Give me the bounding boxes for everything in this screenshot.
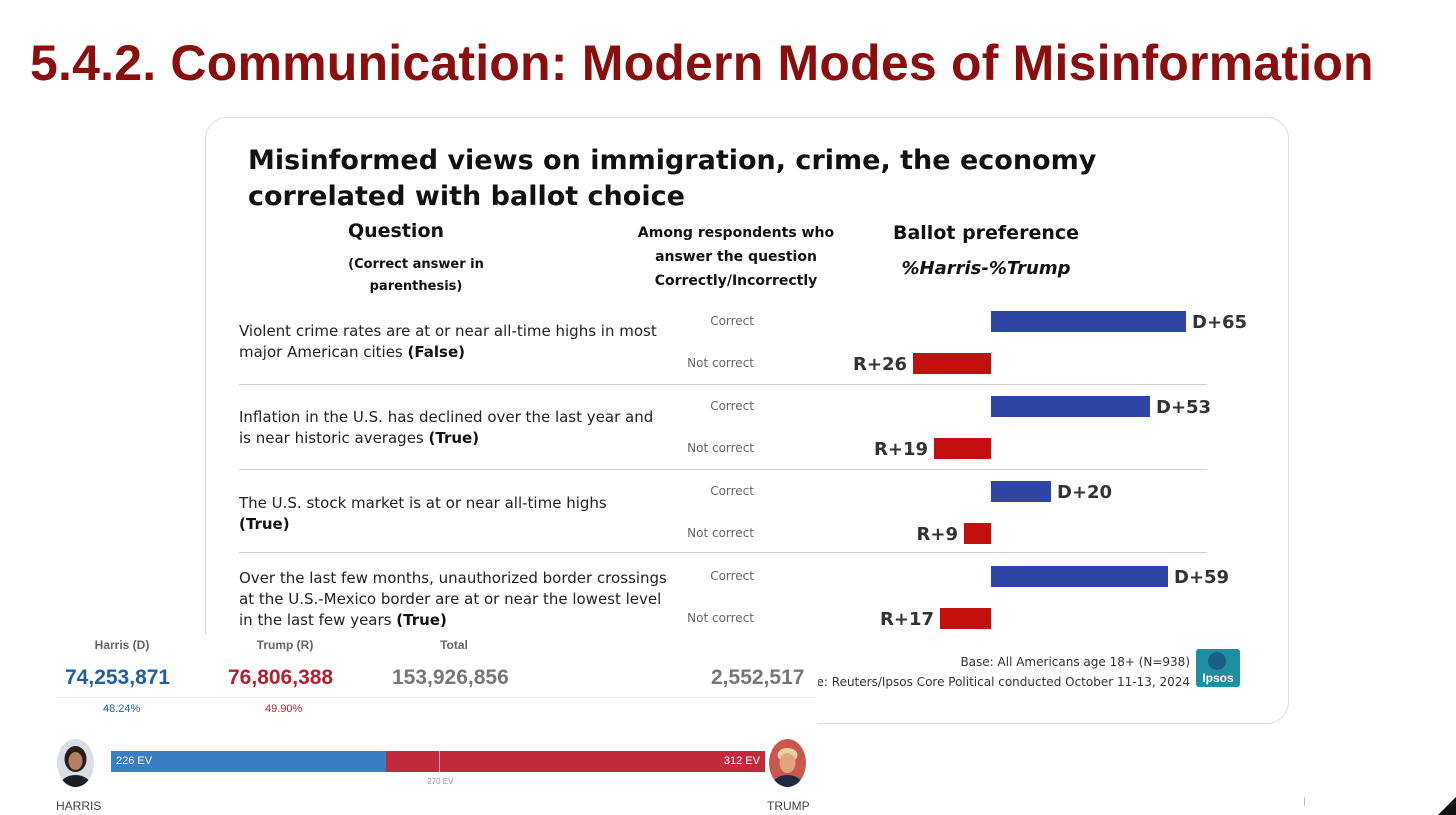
total-label: Total [440,638,468,652]
bar-value-label: D+53 [1156,397,1211,418]
bar-value-label: D+59 [1174,567,1229,588]
ballot-bars-plot: D+65 R+26 D+53 R+19 D+20 R+9 D+59 R+17 [853,311,1247,630]
row-divider [239,552,1207,553]
question-column-subheader: (Correct answer in parenthesis) [348,257,484,294]
trump-ev-label: 312 EV [723,755,760,767]
harris-votes: 74,253,871 [65,666,171,689]
response-label-correct: Correct [710,314,754,328]
democrat-margin-bar [991,566,1168,587]
harris-portrait-icon [57,739,94,787]
harris-name: HARRIS [56,799,102,813]
response-label-not-correct: Not correct [687,356,754,370]
question-text: Over the last few months, unauthorized b… [239,568,669,631]
question-statement: Violent crime rates are at or near all-t… [239,322,657,361]
response-label-correct: Correct [710,399,754,413]
bar-value-label: D+65 [1192,312,1247,333]
response-label-not-correct: Not correct [687,611,754,625]
harris-ev-label: 226 EV [116,755,153,767]
bar-value-label: R+19 [874,439,928,460]
trump-name: TRUMP [767,799,810,813]
margin-votes: 2,552,517 [711,666,805,689]
electoral-vote-bar: 226 EV 312 EV [111,751,765,772]
question-answer: (False) [407,343,465,361]
question-column-header: Question [347,220,445,242]
question-answer: (True) [396,611,447,629]
ballot-column-subheader: %Harris-%Trump [901,258,1071,279]
response-label-correct: Correct [710,569,754,583]
chart-card: Misinformed views on immigration, crime,… [205,117,1289,724]
response-label-not-correct: Not correct [687,526,754,540]
response-label-not-correct: Not correct [687,441,754,455]
harris-percent: 48.24% [103,703,141,715]
democrat-margin-bar [991,396,1150,417]
respondents-column-header: Among respondents who answer the questio… [637,225,835,289]
election-results-panel: Harris (D) Trump (R) Total 74,253,871 76… [0,634,818,815]
slide-title: 5.4.2. Communication: Modern Modes of Mi… [30,35,1374,91]
question-statement: Inflation in the U.S. has declined over … [239,408,654,447]
base-note: Base: All Americans age 18+ (N=938) [960,655,1190,669]
harris-avatar [57,739,94,787]
row-divider [239,469,1207,470]
republican-margin-bar [940,608,991,629]
chart-title: Misinformed views on immigration, crime,… [248,145,1097,212]
republican-margin-bar [913,353,991,374]
trump-avatar [769,739,806,787]
bar-value-label: D+20 [1057,482,1112,503]
question-text: Violent crime rates are at or near all-t… [239,321,669,363]
trump-percent: 49.90% [265,703,303,715]
republican-margin-bar [934,438,991,459]
total-votes: 153,926,856 [392,666,509,689]
results-separator [56,697,816,698]
question-statement: Over the last few months, unauthorized b… [239,569,667,629]
ipsos-swirl-icon [1208,652,1226,670]
bar-value-label: R+17 [880,609,934,630]
question-statement: The U.S. stock market is at or near all-… [239,494,607,512]
question-text: Inflation in the U.S. has declined over … [239,407,669,449]
source-note: urce: Reuters/Ipsos Core Political condu… [797,675,1190,689]
decorative-line [1304,797,1305,806]
threshold-tick [439,751,441,772]
bar-value-label: R+9 [917,524,958,545]
republican-margin-bar [964,523,991,544]
democrat-margin-bar [991,481,1051,502]
trump-votes: 76,806,388 [228,666,334,689]
harris-ev-fill [111,751,386,772]
response-label-correct: Correct [710,484,754,498]
ballot-column-header: Ballot preference [892,222,1080,244]
ipsos-logo-text: Ipsos [1202,671,1234,685]
row-divider [239,384,1207,385]
ipsos-logo: Ipsos [1196,649,1240,687]
question-answer: (True) [239,515,290,533]
corner-arrow-icon [1438,797,1456,815]
trump-label: Trump (R) [256,638,314,652]
harris-label: Harris (D) [94,638,150,652]
democrat-margin-bar [991,311,1186,332]
question-answer: (True) [428,429,480,447]
question-text: The U.S. stock market is at or near all-… [239,493,669,535]
trump-portrait-icon [769,739,806,787]
bar-value-label: R+26 [853,354,907,375]
threshold-label: 270 EV [427,777,454,786]
